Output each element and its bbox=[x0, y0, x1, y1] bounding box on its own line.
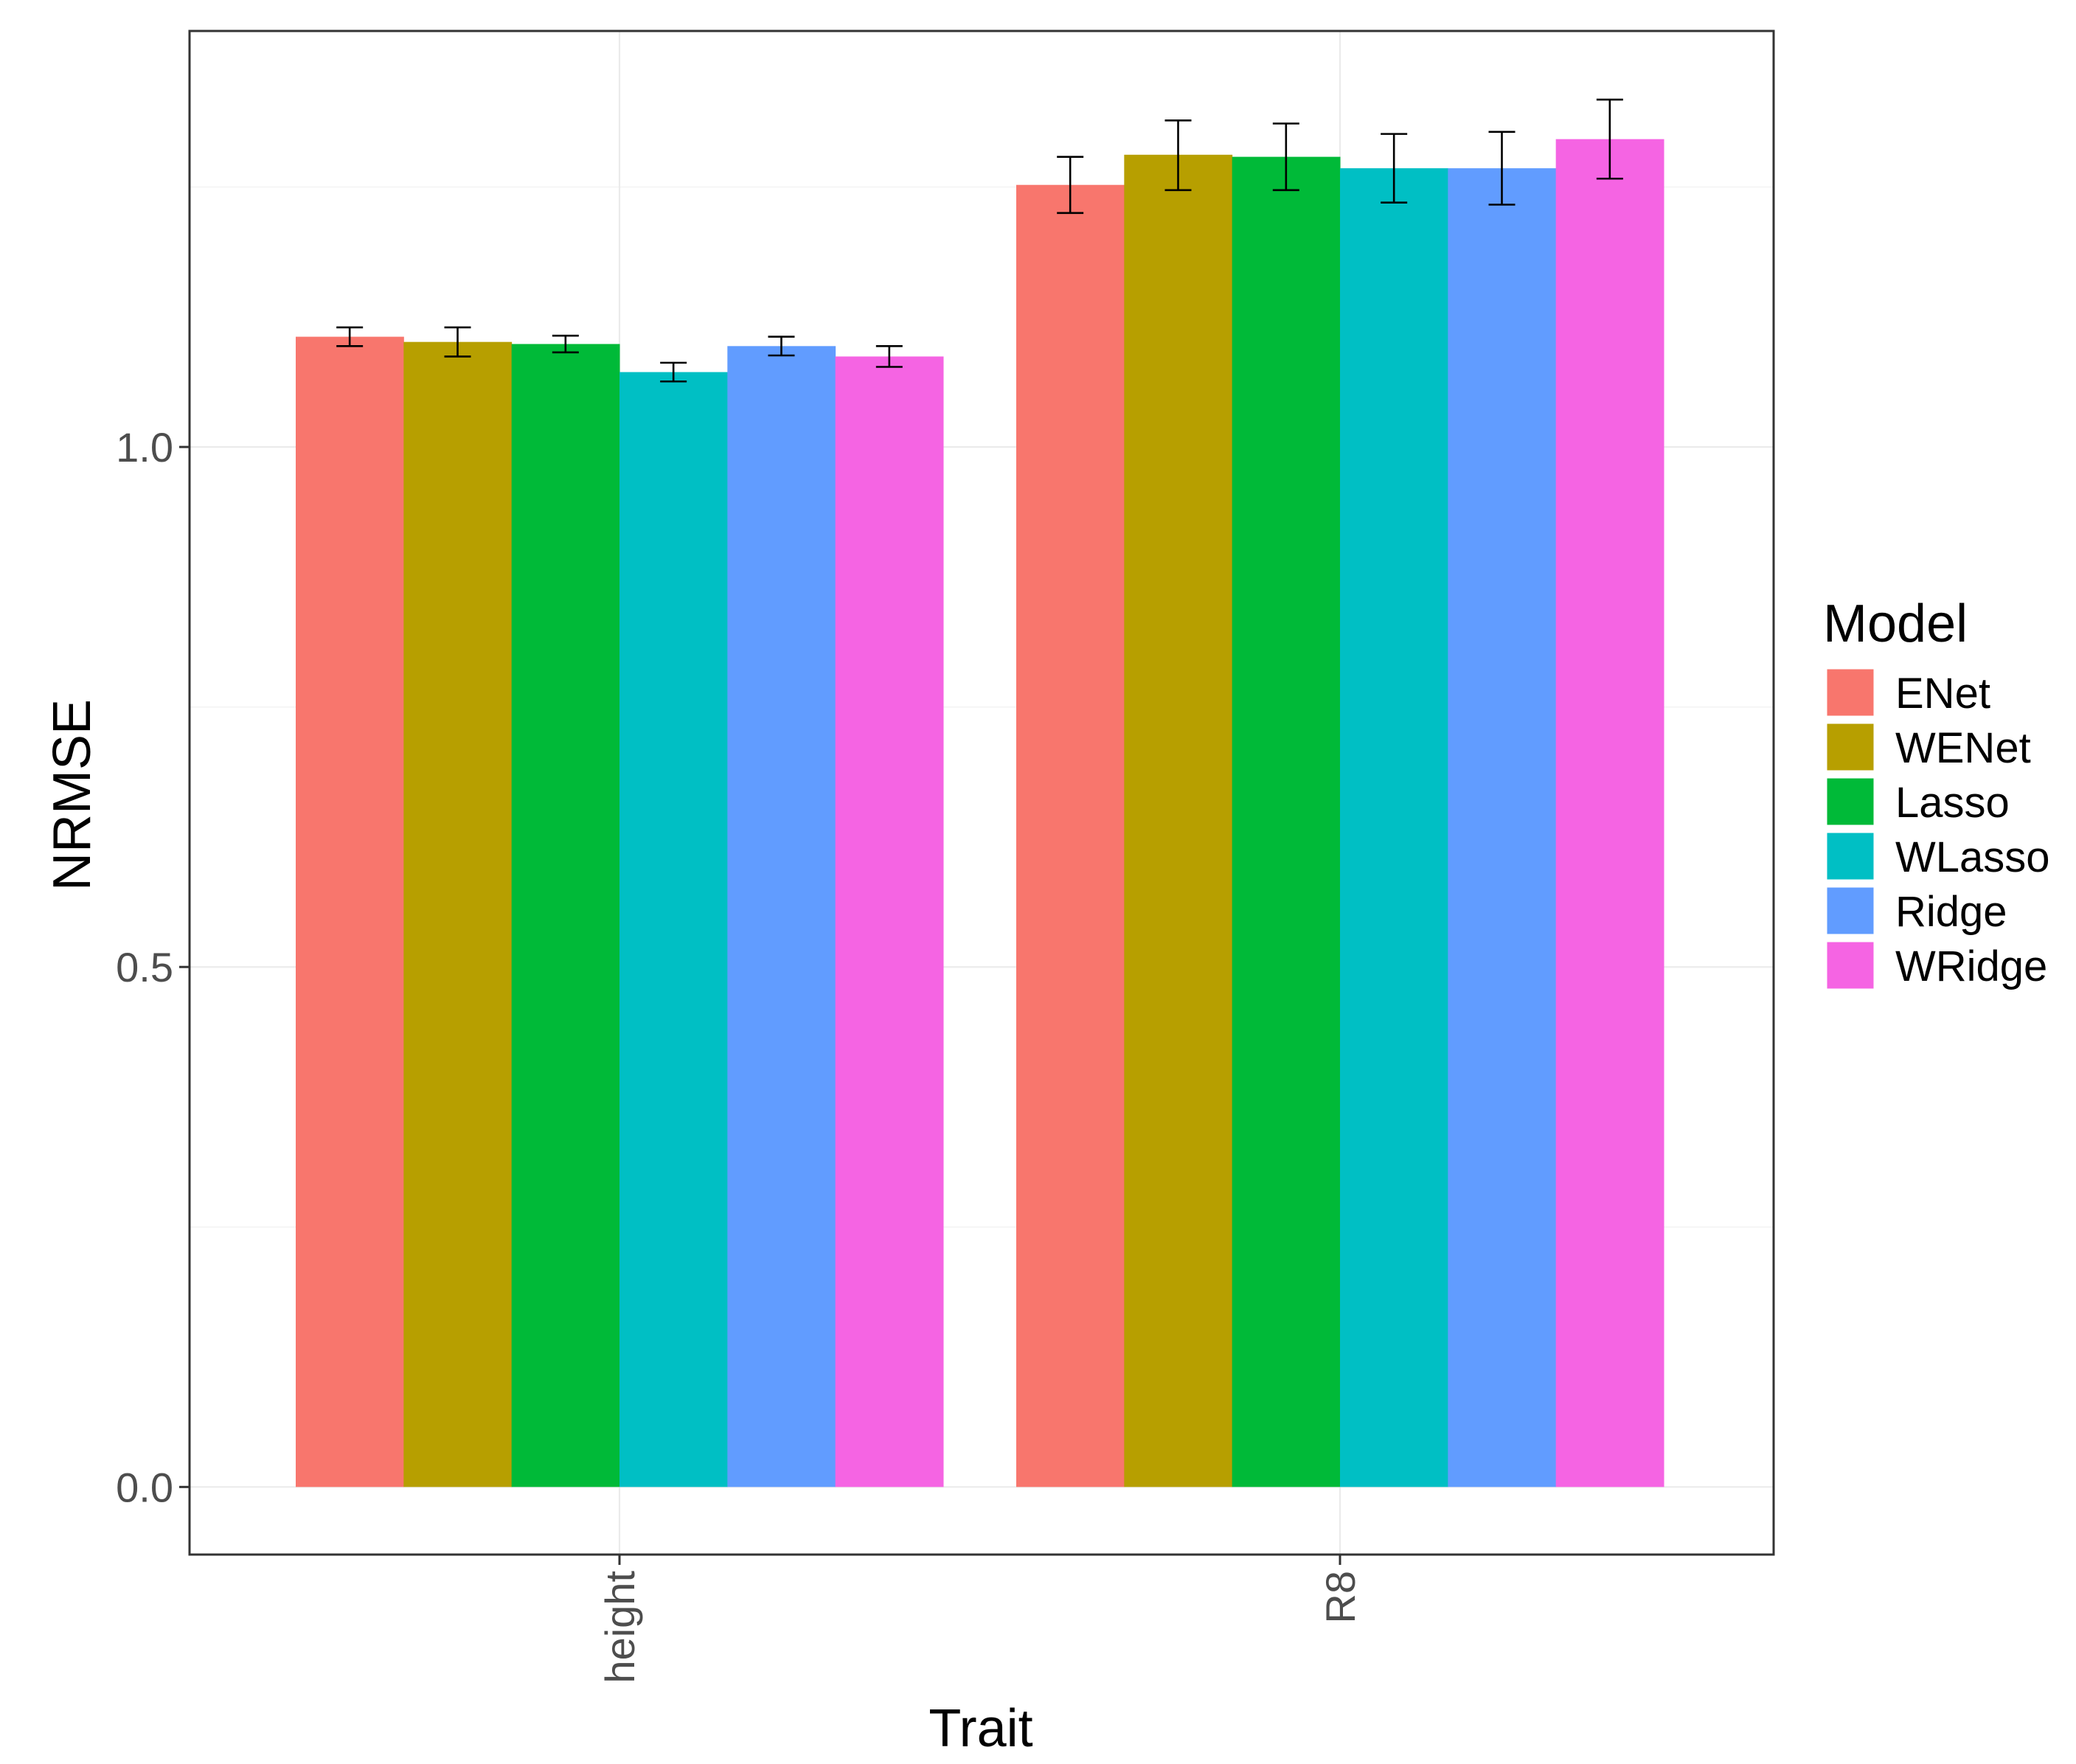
y-tick-label: 1.0 bbox=[116, 424, 173, 470]
y-axis-title: NRMSE bbox=[43, 699, 102, 891]
legend-label: Lasso bbox=[1895, 779, 2010, 827]
legend-key bbox=[1825, 667, 1876, 718]
bar-wlasso-r8 bbox=[1340, 168, 1448, 1487]
legend-key bbox=[1825, 776, 1876, 827]
legend-key bbox=[1825, 830, 1876, 882]
bar-ridge-height bbox=[727, 346, 836, 1487]
errorbar-wridge-r8 bbox=[1596, 98, 1623, 180]
bar-ridge-r8 bbox=[1448, 168, 1557, 1487]
y-tick-label: 0.0 bbox=[116, 1464, 173, 1510]
legend-key bbox=[1825, 721, 1876, 773]
y-tick-label: 0.5 bbox=[116, 944, 173, 990]
legend-label: Ridge bbox=[1895, 888, 2007, 936]
legend-label: ENet bbox=[1895, 670, 1990, 718]
bar-lasso-height bbox=[511, 344, 620, 1487]
legend-label: WRidge bbox=[1895, 942, 2047, 990]
x-tick-label: R8 bbox=[1317, 1571, 1364, 1624]
bar-enet-height bbox=[296, 336, 404, 1487]
error-bars bbox=[336, 98, 1623, 383]
errorbar-wenet-r8 bbox=[1164, 119, 1192, 192]
bar-wenet-height bbox=[403, 341, 513, 1487]
legend-key bbox=[1825, 885, 1876, 937]
legend-title: Model bbox=[1823, 594, 1968, 653]
errorbar-lasso-height bbox=[552, 334, 579, 354]
errorbar-wridge-height bbox=[875, 345, 903, 368]
errorbar-wenet-height bbox=[444, 326, 471, 358]
x-axis-title: Trait bbox=[928, 1699, 1032, 1758]
errorbar-enet-height bbox=[336, 326, 364, 347]
legend-key bbox=[1825, 940, 1876, 991]
errorbar-wlasso-height bbox=[660, 361, 687, 383]
bar-lasso-r8 bbox=[1232, 156, 1341, 1487]
errorbar-ridge-r8 bbox=[1488, 131, 1516, 206]
legend-item-wlasso: WLasso bbox=[1825, 830, 2050, 882]
legend-item-ridge: Ridge bbox=[1825, 885, 2007, 937]
bar-enet-r8 bbox=[1016, 184, 1125, 1487]
bar-wridge-r8 bbox=[1555, 139, 1664, 1487]
legend-label: WENet bbox=[1895, 724, 2031, 772]
errorbar-ridge-height bbox=[768, 336, 795, 357]
legend-item-enet: ENet bbox=[1825, 667, 1990, 718]
bar-wlasso-height bbox=[619, 372, 728, 1487]
legend-label: WLasso bbox=[1895, 833, 2050, 881]
axes: 0.0 0.5 1.0 height R8 bbox=[116, 424, 1364, 1683]
errorbar-enet-r8 bbox=[1057, 156, 1084, 215]
legend-item-wridge: WRidge bbox=[1825, 940, 2047, 991]
x-tick-label: height bbox=[597, 1571, 643, 1684]
legend: Model ENet WENet Lasso WLasso Ridge WRidge bbox=[1823, 594, 2050, 991]
bar-wenet-r8 bbox=[1124, 154, 1233, 1487]
legend-item-lasso: Lasso bbox=[1825, 776, 2010, 827]
legend-item-wenet: WENet bbox=[1825, 721, 2031, 773]
legend-items: ENet WENet Lasso WLasso Ridge WRidge bbox=[1825, 667, 2050, 991]
panel-border bbox=[188, 29, 1775, 1556]
errorbar-lasso-r8 bbox=[1272, 122, 1299, 192]
bar-wridge-height bbox=[835, 356, 944, 1487]
errorbar-wlasso-r8 bbox=[1381, 133, 1408, 204]
bars bbox=[296, 139, 1664, 1487]
